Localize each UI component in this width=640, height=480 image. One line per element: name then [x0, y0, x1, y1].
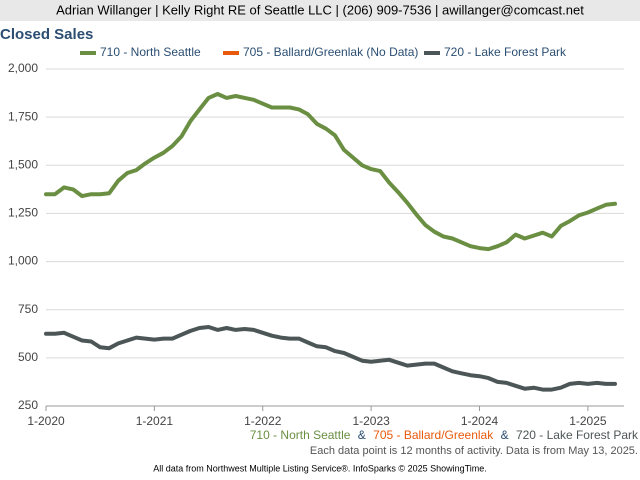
y-tick-label: 1,250: [8, 206, 38, 220]
footer-legend-item: 710 - North Seattle: [250, 428, 351, 442]
x-tick-label: 1-2025: [569, 414, 607, 428]
x-tick-label: 1-2023: [352, 414, 390, 428]
footer-legend: 710 - North Seattle & 705 - Ballard/Gree…: [250, 428, 639, 442]
y-tick-label: 500: [18, 350, 38, 364]
source: All data from Northwest Multiple Listing…: [153, 463, 487, 473]
series-line: [44, 325, 617, 392]
y-tick-label: 1,500: [8, 157, 38, 171]
y-tick-label: 2,000: [8, 61, 38, 75]
series-line: [44, 92, 617, 252]
y-tick-label: 1,000: [8, 254, 38, 268]
note: Each data point is 12 months of activity…: [310, 445, 638, 457]
header-bar: [0, 0, 640, 21]
y-tick-label: 1,750: [8, 109, 38, 123]
y-tick-label: 750: [18, 302, 38, 316]
x-tick-label: 1-2020: [27, 414, 65, 428]
header: Adrian Willanger | Kelly Right RE of Sea…: [56, 2, 584, 17]
legend-label: 710 - North Seattle: [100, 45, 201, 59]
legend-label: 705 - Ballard/Greenlak (No Data): [243, 45, 418, 59]
x-tick-label: 1-2021: [136, 414, 174, 428]
footer-legend-item: 705 - Ballard/Greenlak: [373, 428, 494, 442]
x-tick-label: 1-2022: [244, 414, 282, 428]
legend-label: 720 - Lake Forest Park: [444, 45, 567, 59]
footer-separator: &: [358, 428, 366, 442]
y-tick-label: 250: [18, 398, 38, 412]
x-tick-label: 1-2024: [461, 414, 499, 428]
chart-title: Closed Sales: [0, 26, 93, 43]
footer-legend-item: 720 - Lake Forest Park: [516, 428, 639, 442]
footer-separator: &: [501, 428, 509, 442]
